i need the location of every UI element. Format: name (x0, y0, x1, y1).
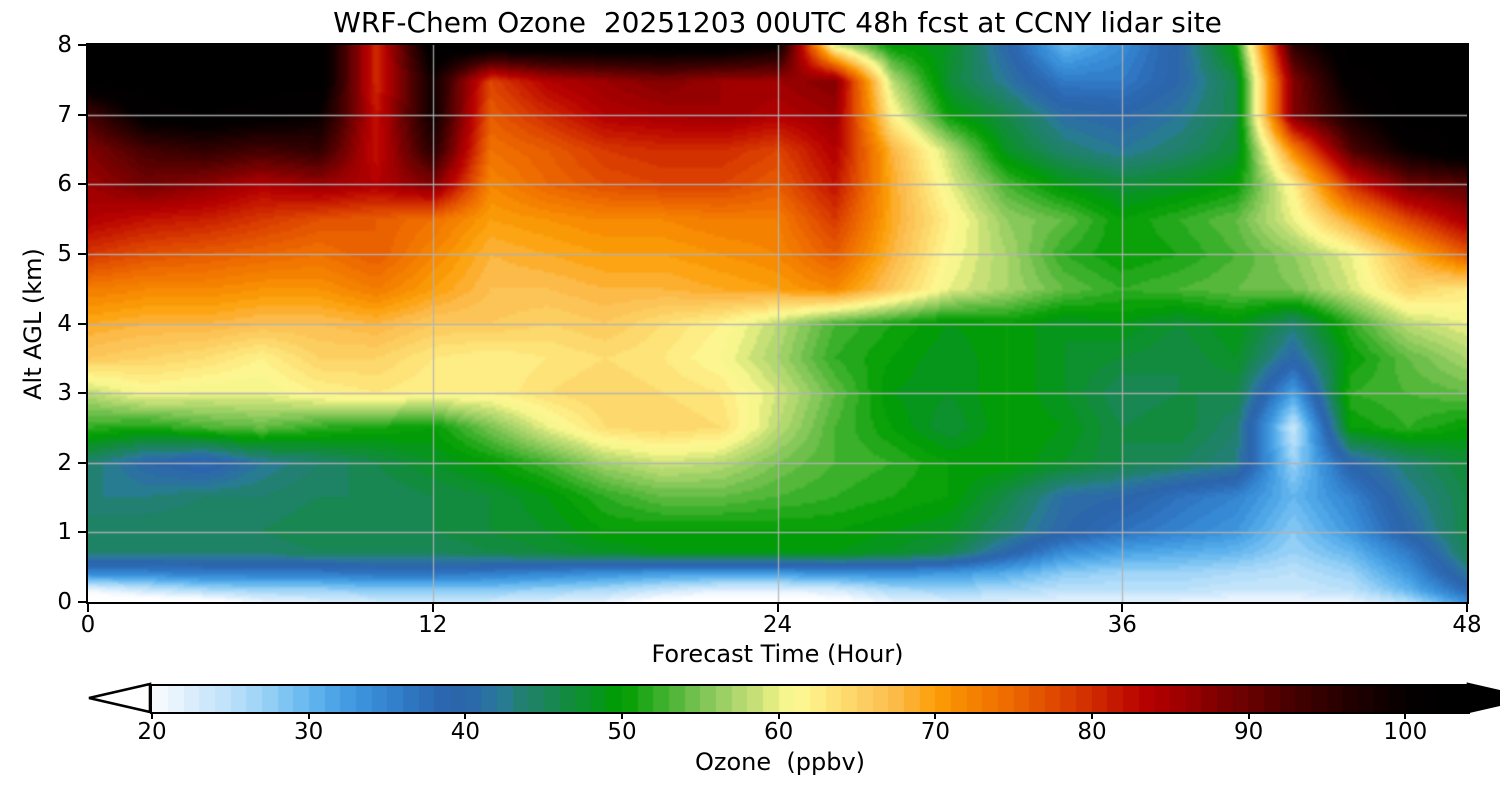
y-tick-label: 8 (57, 32, 72, 58)
y-tick-label: 7 (57, 101, 72, 128)
contour-canvas (88, 45, 1467, 602)
colorbar-right-arrow-icon (1466, 682, 1500, 714)
y-tick-label: 5 (57, 240, 72, 267)
colorbar-tick-label: 40 (450, 719, 480, 745)
y-tick-label: 6 (57, 171, 72, 198)
colorbar-tick-label: 50 (607, 719, 637, 745)
y-tick-label: 4 (57, 310, 72, 337)
y-tick-label: 1 (57, 519, 72, 546)
y-tick-mark (78, 44, 86, 46)
colorbar-tick-mark (1091, 712, 1093, 719)
colorbar-tick-mark (151, 712, 153, 719)
colorbar-tick-label: 70 (920, 719, 950, 745)
colorbar-tick-mark (621, 712, 623, 719)
plot-area (86, 43, 1469, 604)
y-tick-mark (78, 601, 86, 603)
colorbar-tick-mark (464, 712, 467, 719)
y-tick-label: 3 (57, 380, 72, 407)
colorbar-tick-label: 20 (137, 719, 167, 745)
x-tick-label: 0 (80, 612, 96, 638)
colorbar-tick-mark (777, 712, 780, 719)
x-axis-label: Forecast Time (Hour) (651, 640, 904, 668)
colorbar-tick-label: 60 (764, 719, 794, 745)
x-tick-label: 24 (762, 612, 793, 638)
y-tick-mark (78, 392, 86, 395)
x-tick-label: 48 (1452, 612, 1482, 638)
y-tick-mark (78, 252, 86, 255)
colorbar-tick-mark (1404, 712, 1407, 719)
colorbar-tick-label: 80 (1077, 719, 1107, 745)
y-tick-mark (78, 113, 86, 116)
colorbar-tick-mark (307, 712, 310, 719)
x-tick-mark (431, 604, 434, 612)
y-tick-mark (78, 531, 86, 534)
colorbar-gradient (152, 686, 1468, 712)
colorbar-label: Ozone (ppbv) (694, 748, 866, 776)
chart-title: WRF-Chem Ozone 20251203 00UTC 48h fcst a… (333, 6, 1222, 39)
x-tick-label: 36 (1107, 612, 1137, 638)
x-tick-mark (87, 604, 89, 612)
x-tick-mark (1121, 604, 1124, 612)
x-tick-label: 12 (418, 612, 448, 638)
colorbar-tick-label: 100 (1383, 719, 1428, 745)
y-tick-mark (78, 183, 86, 186)
colorbar-tick-mark (934, 712, 937, 719)
y-tick-mark (78, 322, 86, 325)
colorbar-tick-label: 30 (294, 719, 324, 745)
colorbar (150, 684, 1470, 714)
y-tick-mark (78, 461, 86, 464)
x-tick-mark (1466, 604, 1468, 612)
colorbar-tick-label: 90 (1234, 719, 1264, 745)
colorbar-left-arrow-icon (88, 682, 152, 714)
y-tick-label: 0 (57, 589, 72, 615)
y-tick-label: 2 (57, 449, 72, 476)
x-tick-mark (776, 604, 779, 612)
colorbar-tick-mark (1247, 712, 1250, 719)
